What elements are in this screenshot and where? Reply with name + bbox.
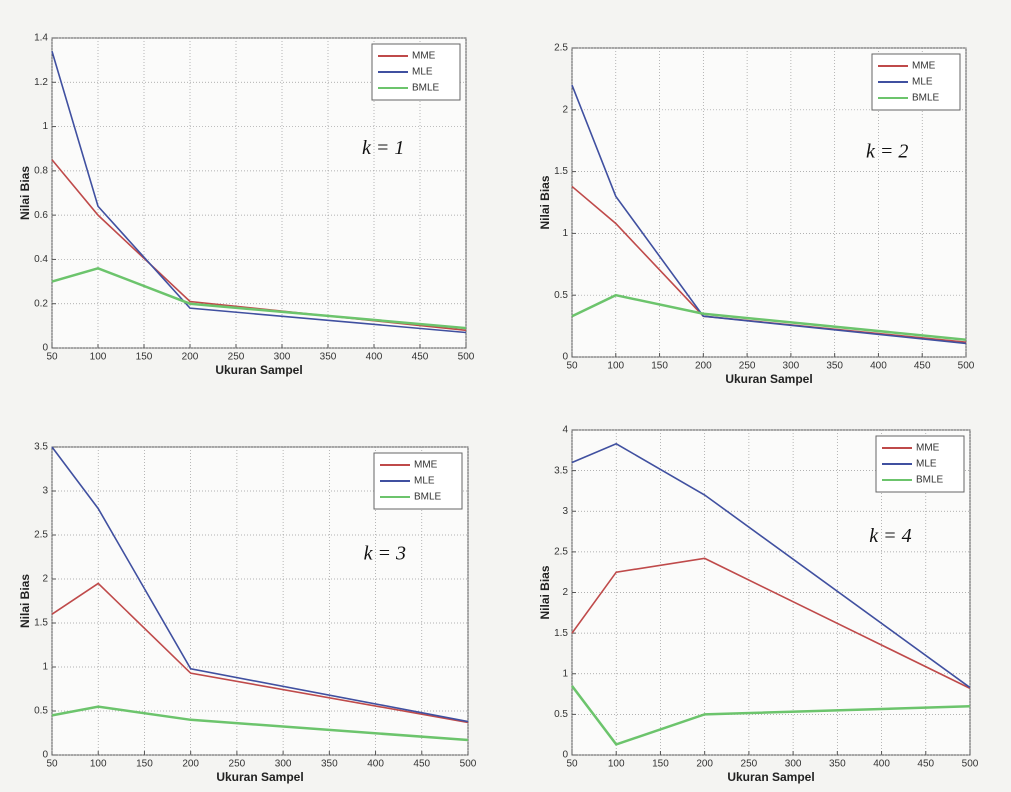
- legend-label: MLE: [912, 77, 933, 88]
- x-tick-label: 350: [829, 759, 846, 770]
- x-tick-label: 250: [228, 352, 245, 363]
- x-tick-label: 100: [90, 352, 107, 363]
- y-tick-label: 2.5: [34, 530, 48, 541]
- x-tick-label: 500: [958, 361, 975, 372]
- y-tick-label: 2: [562, 104, 568, 115]
- x-tick-label: 400: [366, 352, 383, 363]
- x-axis-label: Ukuran Sampel: [727, 770, 814, 784]
- y-tick-label: 3: [42, 486, 48, 497]
- y-tick-label: 1.5: [554, 628, 568, 639]
- y-tick-label: 0.2: [34, 298, 48, 309]
- y-tick-label: 0.5: [554, 290, 568, 301]
- x-tick-label: 350: [321, 759, 338, 770]
- x-tick-label: 150: [652, 759, 669, 770]
- y-tick-label: 1: [42, 662, 48, 673]
- x-tick-label: 100: [90, 759, 107, 770]
- x-tick-label: 500: [460, 759, 477, 770]
- chart-panel: 5010015020025030035040045050000.20.40.60…: [0, 0, 1011, 792]
- legend-label: MLE: [916, 459, 937, 470]
- x-tick-label: 150: [136, 759, 153, 770]
- legend-label: MME: [912, 61, 936, 72]
- y-tick-label: 1.4: [34, 33, 48, 44]
- y-tick-label: 0: [562, 750, 568, 761]
- y-tick-label: 2.5: [554, 43, 568, 54]
- x-tick-label: 400: [367, 759, 384, 770]
- y-tick-label: 3: [562, 506, 568, 517]
- x-tick-label: 200: [696, 759, 713, 770]
- x-tick-label: 350: [320, 352, 337, 363]
- y-tick-label: 2.5: [554, 547, 568, 558]
- y-tick-label: 0.5: [34, 706, 48, 717]
- y-tick-label: 2: [562, 587, 568, 598]
- y-tick-label: 1: [562, 668, 568, 679]
- x-tick-label: 100: [607, 361, 624, 372]
- y-tick-label: 0.6: [34, 210, 48, 221]
- y-tick-label: 1: [42, 121, 48, 132]
- legend-label: MME: [916, 443, 940, 454]
- x-tick-label: 50: [566, 361, 578, 372]
- x-axis-label: Ukuran Sampel: [725, 372, 812, 386]
- annotation: k = 4: [869, 525, 911, 547]
- x-tick-label: 400: [873, 759, 890, 770]
- y-tick-label: 1.2: [34, 77, 48, 88]
- legend-label: MLE: [412, 67, 433, 78]
- x-tick-label: 300: [275, 759, 292, 770]
- x-axis-label: Ukuran Sampel: [215, 363, 302, 377]
- y-axis-label: Nilai Bias: [538, 175, 552, 229]
- x-tick-label: 50: [46, 759, 58, 770]
- y-tick-label: 1: [562, 228, 568, 239]
- page: 5010015020025030035040045050000.20.40.60…: [0, 0, 1011, 792]
- x-tick-label: 150: [136, 352, 153, 363]
- annotation: k = 1: [362, 137, 404, 159]
- x-tick-label: 450: [413, 759, 430, 770]
- x-tick-label: 250: [739, 361, 756, 372]
- x-tick-label: 200: [182, 352, 199, 363]
- x-tick-label: 50: [46, 352, 58, 363]
- y-tick-label: 0.8: [34, 165, 48, 176]
- x-tick-label: 250: [741, 759, 758, 770]
- y-tick-label: 1.5: [34, 618, 48, 629]
- legend-label: BMLE: [916, 475, 944, 486]
- x-tick-label: 350: [826, 361, 843, 372]
- x-tick-label: 100: [608, 759, 625, 770]
- annotation: k = 2: [866, 141, 908, 163]
- y-tick-label: 0: [42, 750, 48, 761]
- y-axis-label: Nilai Bias: [538, 565, 552, 619]
- y-tick-label: 0: [562, 352, 568, 363]
- y-tick-label: 2: [42, 574, 48, 585]
- x-tick-label: 450: [412, 352, 429, 363]
- y-tick-label: 3.5: [34, 442, 48, 453]
- y-axis-label: Nilai Bias: [18, 574, 32, 628]
- legend-label: MLE: [414, 476, 435, 487]
- legend-label: BMLE: [912, 93, 940, 104]
- legend-label: BMLE: [412, 83, 440, 94]
- y-tick-label: 3.5: [554, 465, 568, 476]
- x-tick-label: 500: [962, 759, 979, 770]
- x-tick-label: 250: [229, 759, 246, 770]
- x-tick-label: 400: [870, 361, 887, 372]
- y-tick-label: 0.5: [554, 709, 568, 720]
- y-tick-label: 0: [42, 343, 48, 354]
- x-tick-label: 200: [182, 759, 199, 770]
- y-axis-label: Nilai Bias: [18, 166, 32, 220]
- legend-label: MME: [414, 460, 438, 471]
- x-tick-label: 300: [783, 361, 800, 372]
- y-tick-label: 0.4: [34, 254, 48, 265]
- legend-label: MME: [412, 51, 436, 62]
- x-tick-label: 300: [274, 352, 291, 363]
- x-tick-label: 500: [458, 352, 475, 363]
- legend-label: BMLE: [414, 492, 442, 503]
- x-tick-label: 150: [651, 361, 668, 372]
- annotation: k = 3: [364, 542, 406, 564]
- x-tick-label: 200: [695, 361, 712, 372]
- x-tick-label: 300: [785, 759, 802, 770]
- x-axis-label: Ukuran Sampel: [216, 770, 303, 784]
- x-tick-label: 450: [914, 361, 931, 372]
- x-tick-label: 50: [566, 759, 578, 770]
- y-tick-label: 1.5: [554, 166, 568, 177]
- x-tick-label: 450: [917, 759, 934, 770]
- y-tick-label: 4: [562, 425, 568, 436]
